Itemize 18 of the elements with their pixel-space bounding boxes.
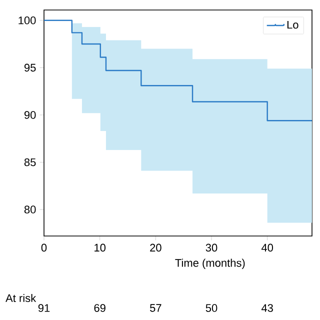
y-tick-label: 85 (24, 158, 36, 166)
text: 69 (94, 304, 106, 312)
y-tick-label: 95 (24, 64, 36, 72)
y-tick-label: 90 (24, 111, 36, 119)
y-tick-label: 100 (18, 16, 36, 24)
x-tick-label: 0 (41, 244, 47, 252)
x-tick-label: 20 (150, 244, 162, 252)
text: At risk (6, 294, 36, 302)
legend-label: Lo (287, 20, 298, 29)
text: 43 (261, 304, 273, 312)
y-tick-label: 80 (24, 206, 36, 214)
x-tick-label: 30 (206, 244, 218, 252)
x-tick-label: 10 (94, 244, 106, 252)
x-tick-label: 40 (261, 244, 274, 252)
text: 91 (38, 304, 50, 312)
text: 57 (150, 304, 162, 312)
x-axis-title: Time (months) (175, 258, 245, 269)
text: 50 (206, 304, 218, 312)
